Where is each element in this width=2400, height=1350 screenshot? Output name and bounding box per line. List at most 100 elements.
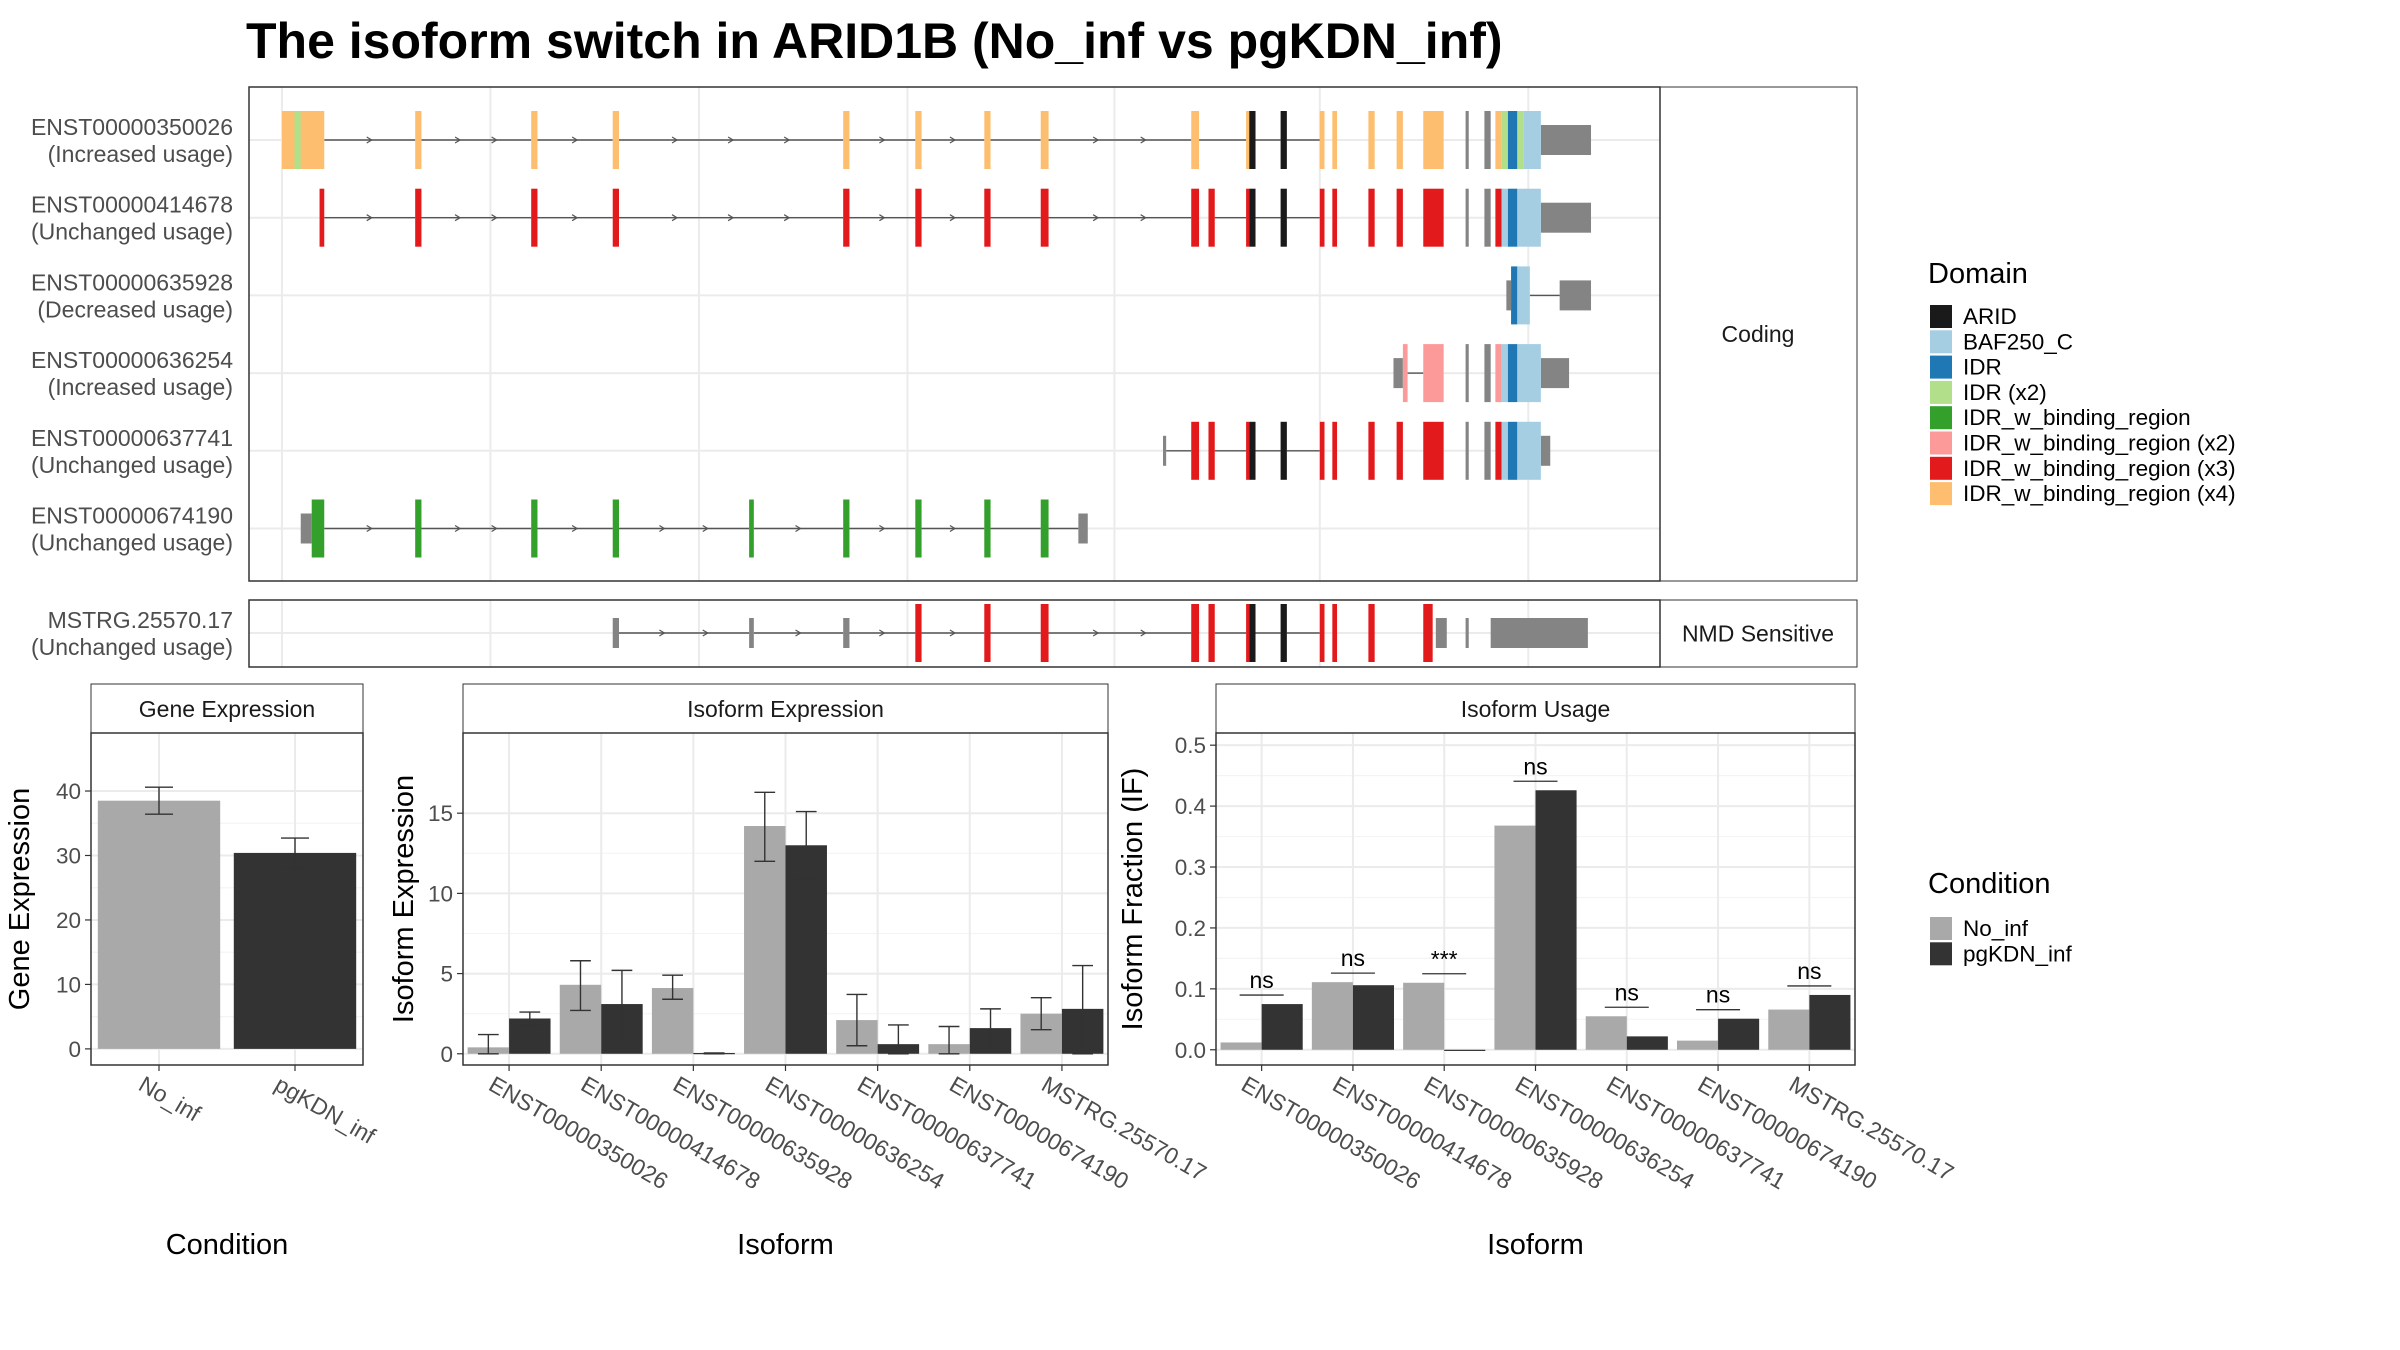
domain-exon <box>612 111 619 169</box>
domain-exon <box>1332 421 1338 480</box>
domain-legend-label: IDR_w_binding_region (x3) <box>1963 456 2236 481</box>
domain-exon <box>984 111 991 169</box>
intron-arrow <box>571 524 579 533</box>
domain-exon <box>1368 188 1375 247</box>
y-tick-label: 0.0 <box>1175 1038 1206 1063</box>
utr-exon <box>1078 513 1088 544</box>
y-tick-label: 0.3 <box>1175 855 1206 880</box>
utr-exon <box>1435 618 1447 648</box>
isoform-usage-label: (Unchanged usage) <box>31 634 233 660</box>
y-tick-label: 0.1 <box>1175 977 1206 1002</box>
bar <box>1220 1042 1262 1050</box>
intron-arrow <box>1140 214 1147 222</box>
panel-strip-label: Gene Expression <box>139 696 315 722</box>
domain-exon <box>1040 111 1049 169</box>
intron-arrow <box>366 214 373 222</box>
isoform-usage-label: (Decreased usage) <box>37 296 233 322</box>
y-tick-label: 30 <box>56 843 81 868</box>
utr-exon <box>843 618 850 648</box>
domain-exon <box>1517 421 1541 480</box>
condition-legend-swatch <box>1930 942 1952 966</box>
domain-exon <box>1208 188 1215 247</box>
panel-strip <box>1215 683 1856 734</box>
significance-label: ns <box>1797 958 1821 984</box>
bar-panel: Gene Expression No_inf pgKDN_inf 0 10 20 30 40 G… <box>4 683 380 1261</box>
bar <box>1535 790 1577 1050</box>
isoform-track <box>281 111 1592 169</box>
utr-exon <box>1163 435 1167 466</box>
isoform-id-label: ENST00000414678 <box>31 192 233 218</box>
utr-exon <box>1540 125 1592 155</box>
domain-exon <box>984 188 991 247</box>
isoform-id-label: ENST00000636254 <box>31 347 233 373</box>
facet-strip-label: Coding <box>1722 321 1795 347</box>
y-tick-label: 10 <box>56 972 81 997</box>
domain-exon <box>1208 421 1215 480</box>
y-tick-label: 0 <box>68 1037 81 1062</box>
domain-exon <box>1319 188 1325 247</box>
bar <box>744 826 786 1054</box>
x-axis-title: Condition <box>166 1229 289 1261</box>
condition-legend-label: pgKDN_inf <box>1963 941 2073 966</box>
utr-exon <box>1506 280 1512 311</box>
domain-exon <box>1249 421 1256 480</box>
y-tick-label: 20 <box>56 908 81 933</box>
y-tick-label: 0.2 <box>1175 916 1206 941</box>
isoform-id-label: ENST00000637741 <box>31 425 233 451</box>
condition-legend-swatch <box>1930 917 1952 940</box>
y-tick-label: 0 <box>440 1042 453 1067</box>
domain-exon <box>1423 421 1444 480</box>
intron-arrow <box>366 524 373 533</box>
domain-legend-swatch <box>1930 482 1952 506</box>
x-axis-title: Isoform <box>1487 1229 1584 1261</box>
utr-exon <box>1540 202 1592 233</box>
x-tick-label: No_inf <box>135 1071 206 1127</box>
domain-exon <box>1332 604 1338 662</box>
intron-arrow <box>783 214 791 222</box>
isoform-usage-label: (Increased usage) <box>48 141 233 167</box>
domain-exon <box>1319 421 1325 480</box>
bar <box>1585 1016 1627 1050</box>
domain-exon <box>311 499 325 558</box>
bar <box>1444 1049 1486 1051</box>
y-tick-label: 5 <box>440 962 453 987</box>
domain-exon <box>843 111 850 169</box>
utr-exon <box>749 618 754 648</box>
intron-arrow <box>879 214 886 222</box>
domain-legend-swatch <box>1930 305 1952 328</box>
panel-strip-label: Isoform Usage <box>1461 696 1611 722</box>
domain-exon <box>415 188 422 247</box>
y-axis-title: Isoform Expression <box>388 775 420 1023</box>
domain-exon <box>1484 111 1491 169</box>
domain-exon <box>1517 266 1530 325</box>
intron-arrow <box>659 629 666 637</box>
intron-arrow <box>454 136 462 144</box>
structure-panel-border <box>248 86 1661 582</box>
domain-exon <box>1484 188 1491 247</box>
intron-arrow <box>949 214 957 222</box>
domain-exon <box>1191 188 1200 247</box>
y-tick-label: 0.5 <box>1175 733 1206 758</box>
domain-exon <box>749 499 754 558</box>
domain-exon <box>1040 604 1049 662</box>
domain-exon <box>1484 421 1491 480</box>
domain-exon <box>1319 111 1325 169</box>
intron-arrow <box>571 136 579 144</box>
utr-exon <box>1393 358 1403 389</box>
condition-legend-title: Condition <box>1928 868 2051 900</box>
domain-exon <box>1040 499 1049 558</box>
bar <box>1261 1004 1303 1050</box>
domain-exon <box>1484 344 1491 403</box>
intron-arrow <box>1140 136 1147 144</box>
domain-exon <box>1517 188 1541 247</box>
domain-exon <box>1495 421 1502 480</box>
domain-exon <box>1501 344 1508 403</box>
facet-strip <box>1659 86 1858 582</box>
domain-exon <box>1280 421 1287 480</box>
significance-label: ns <box>1249 967 1273 993</box>
bar-panel-border <box>462 732 1109 1066</box>
domain-exon <box>915 111 922 169</box>
intron-arrow <box>879 524 886 533</box>
domain-exon <box>1368 421 1375 480</box>
